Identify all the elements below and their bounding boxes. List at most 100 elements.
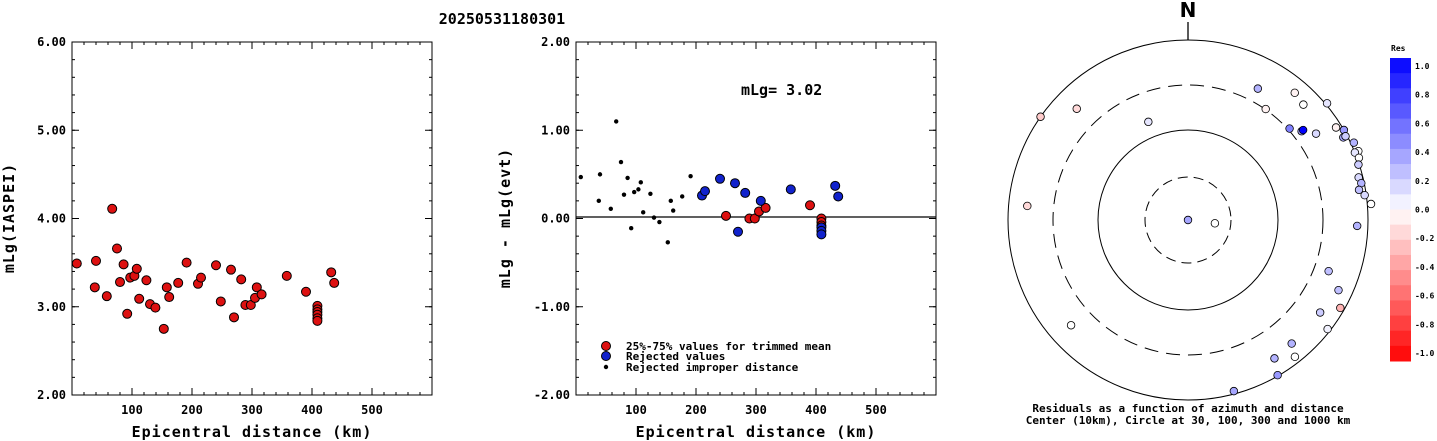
- colorbar-cell: [1390, 254, 1411, 271]
- station-residual-point: [1354, 153, 1364, 162]
- y-tick-label: 6.00: [37, 35, 66, 49]
- station-residual-point: [1287, 339, 1296, 348]
- plot2-annotation: mLg= 3.02: [741, 81, 822, 99]
- station-residual-point: [1253, 84, 1263, 93]
- station-magnitude-point: [122, 308, 133, 319]
- station-residual-point: [1334, 285, 1343, 295]
- polar-caption-line1: Residuals as a function of azimuth and d…: [1032, 402, 1344, 415]
- colorbar-cell: [1390, 179, 1411, 195]
- plot1-x-axis-label: Epicentral distance (km): [132, 423, 373, 441]
- colorbar-cell: [1390, 300, 1411, 317]
- improper-distance-point: [657, 219, 662, 225]
- station-residual-point: [1066, 321, 1076, 330]
- station-magnitude-point: [312, 315, 323, 326]
- station-magnitude-point: [115, 277, 125, 288]
- station-residual-point: [1144, 117, 1153, 127]
- station-magnitude-point: [226, 264, 236, 275]
- station-residual-point: [1349, 138, 1359, 147]
- station-residual-point: [1183, 215, 1193, 225]
- circle-30km: [1144, 176, 1232, 264]
- station-residual-point: [1273, 371, 1282, 380]
- station-residual-point: [1354, 160, 1363, 169]
- station-magnitude-point: [118, 259, 129, 270]
- improper-distance-point: [636, 187, 641, 192]
- legend-label-trimmed: 25%-75% values for trimmed mean: [626, 340, 831, 353]
- y-tick-label: 2.00: [541, 35, 570, 49]
- improper-distance-point: [597, 172, 603, 177]
- improper-distance-point: [629, 226, 634, 231]
- residual-vs-distance-plot: 100 200 300 400 500 -2.00 -1.00 0.00 1.00 2.00 mL…: [496, 35, 937, 441]
- y-tick-label: -1.00: [534, 300, 570, 314]
- improper-distance-point: [638, 180, 643, 185]
- colorbar-cell: [1390, 164, 1411, 180]
- colorbar-cell: [1390, 118, 1411, 135]
- trimmed-mean-point: [805, 200, 815, 211]
- improper-distance-point: [625, 175, 630, 181]
- improper-distance-point: [688, 173, 693, 179]
- colorbar-cell: [1390, 224, 1411, 241]
- legend-marker-rejected: [601, 351, 611, 361]
- legend-marker-improper: [603, 364, 609, 370]
- colorbar-cell: [1390, 330, 1411, 347]
- station-magnitude-point: [164, 292, 175, 303]
- improper-distance-point: [632, 189, 637, 195]
- improper-distance-point: [668, 198, 673, 204]
- rejected-point: [740, 187, 751, 198]
- magnitude-vs-distance-plot: 100 200 300 400 500 2.00 3.00 4.00 5.00 6.00 mLg(…: [0, 35, 433, 441]
- colorbar-title: Res: [1391, 44, 1406, 53]
- station-residual-point: [1324, 266, 1333, 276]
- improper-distance-point: [665, 240, 670, 245]
- station-magnitude-point: [161, 282, 172, 293]
- x-tick-label: 200: [685, 403, 707, 417]
- station-residual-point: [1072, 104, 1081, 113]
- x-tick-label: 100: [625, 403, 647, 417]
- station-magnitude-point: [101, 291, 112, 302]
- improper-distance-point: [608, 206, 613, 211]
- y-tick-label: 1.00: [541, 123, 570, 137]
- station-residual-point: [1352, 221, 1362, 231]
- station-residual-point: [1354, 185, 1364, 195]
- rejected-point: [700, 186, 710, 197]
- colorbar-cell: [1390, 209, 1411, 226]
- colorbar-label: -0.6: [1415, 292, 1434, 301]
- station-magnitude-point: [256, 289, 267, 300]
- station-residual-point: [1315, 308, 1325, 317]
- trimmed-mean-point: [721, 210, 731, 221]
- station-residual-point: [1290, 352, 1300, 362]
- colorbar-label: 0.0: [1415, 206, 1430, 215]
- improper-distance-point: [578, 174, 583, 180]
- colorbar-label: 0.8: [1415, 91, 1430, 100]
- plot1-frame: [71, 41, 433, 396]
- colorbar-cell: [1390, 73, 1411, 89]
- improper-distance-point: [614, 119, 619, 124]
- station-magnitude-point: [112, 243, 122, 254]
- station-residual-point: [1331, 123, 1341, 132]
- colorbar-label: 0.4: [1415, 148, 1430, 157]
- station-residual-point: [1298, 125, 1308, 135]
- colorbar-label: 0.6: [1415, 119, 1430, 128]
- rejected-point: [816, 229, 827, 240]
- colorbar-cell: [1390, 133, 1411, 150]
- x-tick-label: 300: [241, 403, 263, 417]
- polar-caption-line2: Center (10km), Circle at 30, 100, 300 an…: [1026, 414, 1351, 427]
- station-magnitude-point: [89, 282, 100, 293]
- legend-label-improper: Rejected improper distance: [626, 361, 799, 374]
- station-residual-point: [1210, 219, 1220, 228]
- plot2-legend: 25%-75% values for trimmed mean Rejected…: [601, 340, 831, 374]
- station-magnitude-point: [150, 302, 161, 313]
- figure-title: 20250531180301: [439, 10, 565, 28]
- north-label: N: [1180, 0, 1197, 22]
- y-tick-label: -2.00: [534, 388, 570, 402]
- colorbar-cell: [1390, 88, 1411, 104]
- plot2-x-axis-label: Epicentral distance (km): [636, 423, 877, 441]
- station-residual-point: [1366, 199, 1376, 209]
- improper-distance-point: [621, 192, 627, 197]
- x-tick-label: 500: [865, 403, 887, 417]
- x-tick-label: 400: [805, 403, 827, 417]
- circle-300km: [1052, 84, 1324, 356]
- station-residual-point: [1299, 100, 1308, 109]
- station-magnitude-point: [107, 203, 118, 214]
- improper-distance-point: [680, 194, 685, 199]
- station-residual-point: [1290, 88, 1299, 97]
